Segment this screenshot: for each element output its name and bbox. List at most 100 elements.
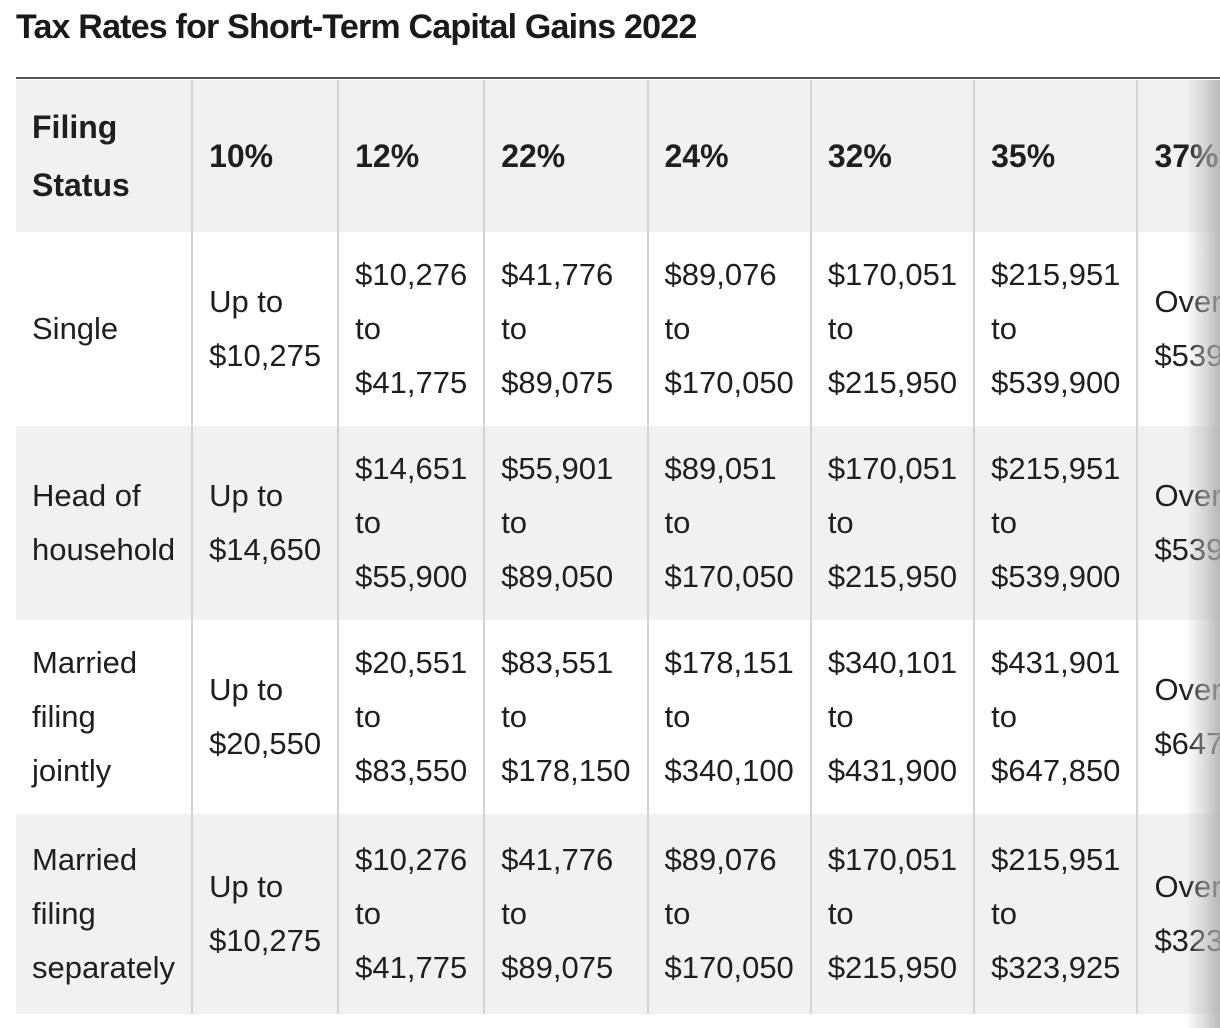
bracket-cell-line: $89,075 bbox=[501, 950, 614, 985]
bracket-cell: $14,651 to $55,900 bbox=[337, 426, 485, 620]
bracket-cell-line: Over bbox=[1154, 284, 1220, 319]
bracket-cell: Over $539,900 bbox=[1136, 426, 1220, 620]
bracket-cell-line: $178,150 bbox=[501, 753, 631, 788]
header-rate-22: 22% bbox=[483, 80, 648, 232]
bracket-cell: $215,951 to $323,925 bbox=[973, 814, 1138, 1014]
bracket-cell: $41,776 to $89,075 bbox=[483, 814, 648, 1014]
bracket-cell-line: to bbox=[501, 505, 528, 540]
bracket-cell: $41,776 to $89,075 bbox=[483, 232, 648, 426]
bracket-cell-line: Over bbox=[1154, 869, 1220, 904]
bracket-cell-line: $83,550 bbox=[355, 753, 468, 788]
bracket-cell-line: $215,950 bbox=[827, 559, 958, 594]
bracket-cell-line: to bbox=[827, 699, 854, 734]
bracket-cell-line: $170,050 bbox=[664, 559, 794, 594]
bracket-cell-line: $89,050 bbox=[501, 559, 614, 594]
bracket-cell-line: $178,151 bbox=[664, 645, 794, 680]
bracket-cell-line: to bbox=[664, 505, 691, 540]
bracket-cell-line: to bbox=[501, 699, 528, 734]
bracket-cell-line: $215,950 bbox=[827, 365, 958, 400]
bracket-cell-line: $89,051 bbox=[664, 451, 777, 486]
bracket-cell-line: to bbox=[501, 896, 528, 931]
bracket-cell-line: $323,925 bbox=[1154, 923, 1220, 958]
table-row: Married filing separately Up to $10,275 $10… bbox=[16, 814, 1220, 1014]
bracket-cell-line: $89,076 bbox=[664, 257, 777, 292]
bracket-cell-line: $431,901 bbox=[991, 645, 1121, 680]
bracket-cell: Over $647,850 bbox=[1136, 620, 1220, 814]
bracket-cell-line: Up to bbox=[209, 284, 284, 319]
bracket-cell-line: Over bbox=[1154, 478, 1220, 513]
bracket-cell-line: to bbox=[664, 896, 691, 931]
filing-status-cell: Married filing jointly bbox=[32, 645, 138, 788]
bracket-cell-line: $539,900 bbox=[991, 365, 1121, 400]
bracket-cell: $215,951 to $539,900 bbox=[973, 232, 1138, 426]
bracket-cell-line: $89,075 bbox=[501, 365, 614, 400]
bracket-cell-line: to bbox=[355, 699, 381, 734]
bracket-cell: $215,951 to $539,900 bbox=[973, 426, 1138, 620]
bracket-cell-line: $14,651 bbox=[355, 451, 468, 486]
tax-rates-table: Filing Status 10% 12% 22% 24% 32% 35% 37… bbox=[16, 80, 1220, 1014]
bracket-cell: $178,151 to $340,100 bbox=[646, 620, 811, 814]
bracket-cell-line: to bbox=[991, 896, 1017, 931]
bracket-cell-line: to bbox=[664, 699, 691, 734]
bracket-cell-line: $14,650 bbox=[209, 532, 322, 567]
tax-rates-table-container[interactable]: Filing Status 10% 12% 22% 24% 32% 35% 37… bbox=[16, 80, 1220, 1028]
bracket-cell: $170,051 to $215,950 bbox=[809, 232, 975, 426]
bracket-cell-line: to bbox=[991, 699, 1017, 734]
bracket-cell-line: $41,776 bbox=[501, 842, 614, 877]
bracket-cell: $55,901 to $89,050 bbox=[483, 426, 648, 620]
bracket-cell-line: to bbox=[355, 896, 381, 931]
filing-status-cell: Married filing separately bbox=[32, 842, 176, 985]
bracket-cell-line: $215,951 bbox=[991, 451, 1121, 486]
header-rate-32: 32% bbox=[809, 80, 975, 232]
title-divider bbox=[16, 77, 1220, 79]
table-row: Single Up to $10,275 $10,276 to $41,775 $41,77… bbox=[16, 232, 1220, 426]
bracket-cell-line: $170,050 bbox=[664, 365, 794, 400]
bracket-cell: $10,276 to $41,775 bbox=[337, 232, 485, 426]
bracket-cell: Up to $14,650 bbox=[191, 426, 339, 620]
bracket-cell-line: $10,276 bbox=[355, 842, 468, 877]
bracket-cell-line: to bbox=[355, 505, 381, 540]
bracket-cell-line: $647,850 bbox=[1154, 726, 1220, 761]
bracket-cell-line: $20,551 bbox=[355, 645, 468, 680]
bracket-cell-line: $55,900 bbox=[355, 559, 468, 594]
bracket-cell-line: Over bbox=[1154, 672, 1220, 707]
table-body: Single Up to $10,275 $10,276 to $41,775 $41,77… bbox=[16, 232, 1220, 1014]
bracket-cell-line: $170,051 bbox=[827, 451, 958, 486]
header-rate-35: 35% bbox=[973, 80, 1138, 232]
bracket-cell-line: $20,550 bbox=[209, 726, 322, 761]
table-row: Married filing jointly Up to $20,550 $20,55… bbox=[16, 620, 1220, 814]
bracket-cell-line: $323,925 bbox=[991, 950, 1121, 985]
page-title: Tax Rates for Short-Term Capital Gains 2… bbox=[16, 8, 697, 46]
bracket-cell: $340,101 to $431,900 bbox=[809, 620, 975, 814]
bracket-cell-line: to bbox=[827, 896, 854, 931]
bracket-cell-line: $215,951 bbox=[991, 842, 1121, 877]
bracket-cell: $89,076 to $170,050 bbox=[646, 814, 811, 1014]
bracket-cell-line: $83,551 bbox=[501, 645, 614, 680]
bracket-cell-line: $170,051 bbox=[827, 842, 958, 877]
bracket-cell-line: $10,275 bbox=[209, 923, 322, 958]
bracket-cell-line: $215,950 bbox=[827, 950, 958, 985]
bracket-cell-line: $41,775 bbox=[355, 950, 468, 985]
table-header-row: Filing Status 10% 12% 22% 24% 32% 35% 37… bbox=[16, 80, 1220, 232]
bracket-cell-line: $41,775 bbox=[355, 365, 468, 400]
bracket-cell: Up to $10,275 bbox=[191, 232, 339, 426]
bracket-cell-line: to bbox=[355, 311, 381, 346]
bracket-cell: $170,051 to $215,950 bbox=[809, 426, 975, 620]
table-row: Head of household Up to $14,650 $14,651 to $5… bbox=[16, 426, 1220, 620]
bracket-cell-line: $539,900 bbox=[991, 559, 1121, 594]
filing-status-cell: Head of household bbox=[32, 478, 176, 567]
bracket-cell-line: $340,100 bbox=[664, 753, 794, 788]
header-filing-status: Filing Status bbox=[32, 109, 130, 203]
bracket-cell: Up to $10,275 bbox=[191, 814, 339, 1014]
header-rate-10: 10% bbox=[191, 80, 339, 232]
bracket-cell: Over $323,925 bbox=[1136, 814, 1220, 1014]
bracket-cell-line: $340,101 bbox=[827, 645, 958, 680]
header-rate-24: 24% bbox=[646, 80, 811, 232]
bracket-cell-line: to bbox=[501, 311, 528, 346]
header-rate-37: 37% bbox=[1136, 80, 1220, 232]
bracket-cell-line: to bbox=[991, 311, 1017, 346]
bracket-cell-line: $215,951 bbox=[991, 257, 1121, 292]
filing-status-cell: Single bbox=[32, 311, 119, 346]
bracket-cell-line: $647,850 bbox=[991, 753, 1121, 788]
bracket-cell: Over $539,900 bbox=[1136, 232, 1220, 426]
